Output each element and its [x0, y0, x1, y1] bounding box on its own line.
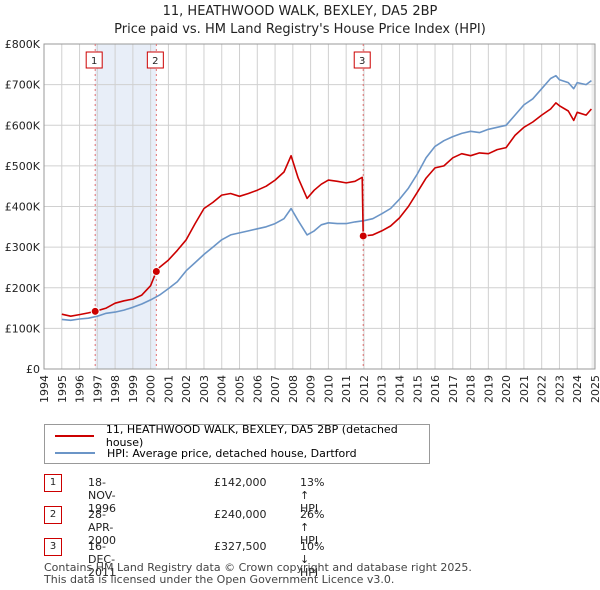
x-tick-label: 2017: [447, 375, 460, 403]
sale-point: [90, 306, 100, 316]
x-tick-label: 1994: [38, 375, 51, 403]
y-tick-label: £200K: [5, 282, 41, 295]
x-tick-label: 2001: [162, 375, 175, 403]
y-tick-label: £0: [26, 363, 40, 376]
legend-item-hpi: HPI: Average price, detached house, Dart…: [45, 445, 357, 461]
x-tick-label: 2020: [500, 375, 513, 403]
x-tick-label: 1996: [74, 375, 87, 403]
x-tick-label: 2013: [376, 375, 389, 403]
x-tick-label: 2008: [287, 375, 300, 403]
x-tick-label: 2010: [322, 375, 335, 403]
sale-marker-box: [85, 51, 103, 69]
x-tick-label: 2003: [198, 375, 211, 403]
x-tick-label: 2004: [216, 375, 229, 403]
hpi-line: [61, 74, 592, 322]
sale-marker-label: 3: [359, 56, 365, 67]
x-tick-label: 1998: [109, 375, 122, 403]
x-tick-label: 2014: [393, 375, 406, 403]
footer-copyright: Contains HM Land Registry data © Crown c…: [44, 561, 472, 574]
sale-date: 16-DEC-2011: [88, 540, 116, 579]
chart-title: 11, HEATHWOOD WALK, BEXLEY, DA5 2BP: [162, 4, 438, 19]
sale-date: 18-NOV-1996: [88, 476, 116, 515]
x-tick-label: 2019: [482, 375, 495, 403]
legend-label-property: 11, HEATHWOOD WALK, BEXLEY, DA5 2BP (det…: [105, 423, 398, 449]
x-tick-label: 2012: [358, 375, 371, 403]
legend-item-property: 11, HEATHWOOD WALK, BEXLEY, DA5 2BP (det…: [45, 423, 429, 449]
sale-number-badge: 2: [44, 506, 62, 524]
sale-price: £142,000: [214, 476, 267, 489]
x-tick-label: 1995: [56, 375, 69, 403]
price-chart: £0 £100K £200K £300K £400K £500K £600K £700K £80…: [5, 38, 600, 403]
x-tick-label: 1999: [127, 375, 140, 403]
sale-point: [358, 231, 368, 241]
sale-hpi-comparison: 26% ↑ HPI: [300, 508, 325, 547]
footer-licence: This data is licensed under the Open Gov…: [44, 573, 395, 586]
y-tick-label: £600K: [5, 119, 41, 132]
x-tick-label: 2024: [571, 375, 584, 403]
sale-marker-label: 2: [152, 56, 158, 67]
y-tick-label: £700K: [5, 79, 41, 92]
sale-marker-box: [146, 51, 164, 69]
y-tick-label: £800K: [5, 38, 41, 51]
x-tick-label: 2018: [465, 375, 478, 403]
x-tick-label: 2021: [518, 375, 531, 403]
y-tick-label: £400K: [5, 201, 41, 214]
y-tick-label: £100K: [5, 322, 41, 335]
y-tick-label: £300K: [5, 241, 41, 254]
sale-marker-box: [353, 51, 371, 69]
sale-date: 28-APR-2000: [88, 508, 116, 547]
x-tick-label: 2015: [411, 375, 424, 403]
x-tick-label: 2025: [589, 375, 600, 403]
x-tick-label: 2000: [145, 375, 158, 403]
chart-subtitle: Price paid vs. HM Land Registry's House …: [114, 22, 486, 37]
x-tick-label: 2006: [251, 375, 264, 403]
sale-number-badge: 1: [44, 474, 62, 492]
legend-swatch-property: [55, 435, 94, 437]
sale-marker-label: 1: [91, 56, 97, 67]
x-tick-label: 2005: [234, 375, 247, 403]
x-tick-label: 2022: [536, 375, 549, 403]
sale-price: £240,000: [214, 508, 267, 521]
sale-hpi-comparison: 10% ↓ HPI: [300, 540, 325, 579]
sale-hpi-comparison: 13% ↑ HPI: [300, 476, 325, 515]
x-tick-label: 2016: [429, 375, 442, 403]
x-tick-label: 2023: [553, 375, 566, 403]
x-tick-label: 2009: [305, 375, 318, 403]
legend-label-hpi: HPI: Average price, detached house, Dart…: [107, 446, 357, 460]
legend-swatch-hpi: [55, 452, 95, 454]
legend: 11, HEATHWOOD WALK, BEXLEY, DA5 2BP (det…: [44, 423, 430, 464]
sale-number-badge: 3: [44, 538, 62, 556]
x-tick-label: 2007: [269, 375, 282, 403]
x-tick-label: 2011: [340, 375, 353, 403]
plot-border: [43, 43, 596, 370]
x-tick-label: 2002: [180, 375, 193, 403]
y-tick-label: £500K: [5, 160, 41, 173]
sale-price: £327,500: [214, 540, 267, 553]
sale-point: [151, 267, 161, 276]
x-tick-label: 1997: [91, 375, 104, 403]
